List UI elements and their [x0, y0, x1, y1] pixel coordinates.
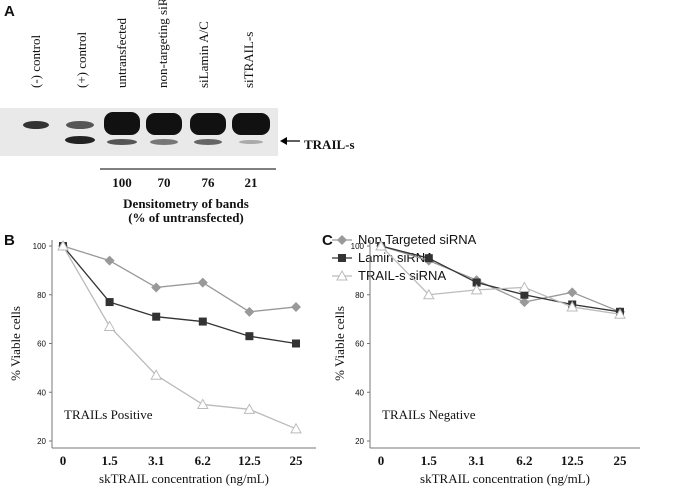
series-line: [380, 245, 621, 315]
densitometry-subtitle: (% of untransfected): [128, 210, 244, 225]
panel-letter: B: [4, 232, 15, 249]
x-tick-label: 0: [60, 453, 67, 468]
marker: [244, 306, 255, 317]
blot-image: [0, 108, 278, 156]
marker: [566, 300, 579, 312]
x-tick-label: 3.1: [468, 453, 484, 468]
marker: [290, 422, 302, 434]
marker: [472, 278, 481, 287]
marker: [243, 403, 256, 414]
densitometry-title: Densitometry of bands: [123, 196, 249, 211]
marker: [567, 287, 578, 298]
series-line: [380, 245, 621, 313]
x-tick-label: 6.2: [516, 453, 532, 468]
y-axis-label: % Viable cells: [8, 306, 23, 381]
x-tick-label: 1.5: [421, 453, 438, 468]
lane-label: siLamin A/C: [196, 21, 211, 88]
marker: [337, 235, 347, 245]
lane-label: non-targeting siRNA: [155, 0, 170, 88]
marker: [424, 254, 433, 263]
x-tick-label: 0: [378, 453, 385, 468]
x-axis-label: skTRAIL concentration (ng/mL): [99, 471, 269, 486]
panel-letter: C: [322, 232, 333, 249]
x-tick-label: 6.2: [195, 453, 211, 468]
arrow-head: [280, 137, 287, 145]
marker: [245, 332, 254, 341]
y-tick-label: 100: [33, 242, 47, 251]
marker: [150, 369, 163, 380]
x-tick-label: 1.5: [101, 453, 118, 468]
y-tick-label: 60: [37, 340, 46, 349]
annotation: TRAILs Negative: [382, 407, 476, 422]
marker: [338, 254, 346, 262]
legend-label: Lamin siRNA: [358, 250, 434, 265]
y-axis-label: % Viable cells: [332, 306, 347, 381]
marker: [375, 239, 387, 251]
x-axis-label: skTRAIL concentration (ng/mL): [420, 471, 590, 486]
y-tick-label: 20: [37, 437, 46, 446]
y-tick-label: 20: [355, 437, 364, 446]
y-tick-label: 40: [37, 388, 46, 397]
y-tick-label: 100: [351, 242, 365, 251]
y-tick-label: 40: [355, 388, 364, 397]
series: [59, 242, 300, 348]
marker: [292, 339, 300, 348]
y-tick-label: 60: [355, 340, 364, 349]
series-line: [62, 245, 297, 430]
densitometry-value: 100: [112, 175, 132, 190]
lane-label: (-) control: [28, 35, 43, 88]
marker: [422, 288, 435, 300]
series: [375, 239, 626, 319]
marker: [57, 239, 69, 251]
x-tick-label: 12.5: [561, 453, 584, 468]
x-tick-label: 25: [290, 453, 304, 468]
densitometry-value: 70: [158, 175, 171, 190]
marker: [151, 282, 162, 293]
marker: [103, 320, 116, 331]
marker: [519, 297, 530, 308]
marker: [198, 317, 207, 326]
x-tick-label: 25: [614, 453, 628, 468]
y-tick-label: 80: [37, 291, 46, 300]
marker: [152, 312, 161, 321]
marker: [614, 308, 626, 319]
marker: [104, 255, 115, 266]
marker: [197, 277, 208, 288]
series: [57, 239, 302, 434]
densitometry-value: 21: [245, 175, 258, 190]
panel-letter: A: [4, 3, 15, 20]
marker: [291, 301, 301, 312]
densitometry-value: 76: [202, 175, 216, 190]
y-tick-label: 80: [355, 291, 364, 300]
marker: [336, 269, 348, 281]
marker: [520, 290, 529, 299]
series-line: [62, 245, 297, 345]
marker: [518, 281, 531, 292]
lane-label: (+) control: [74, 32, 89, 88]
x-tick-label: 12.5: [238, 453, 261, 468]
lane-label: untransfected: [114, 17, 129, 88]
marker: [196, 398, 209, 409]
series: [58, 241, 301, 317]
series-line: [62, 245, 297, 313]
marker: [470, 283, 483, 295]
legend-label: Non Targeted siRNA: [358, 232, 477, 247]
x-tick-label: 3.1: [148, 453, 164, 468]
annotation: TRAILs Positive: [64, 407, 153, 422]
lane-label: siTRAIL-s: [241, 32, 256, 88]
band-label: TRAIL-s: [304, 137, 355, 152]
marker: [105, 298, 114, 307]
legend-label: TRAIL-s siRNA: [358, 268, 446, 283]
